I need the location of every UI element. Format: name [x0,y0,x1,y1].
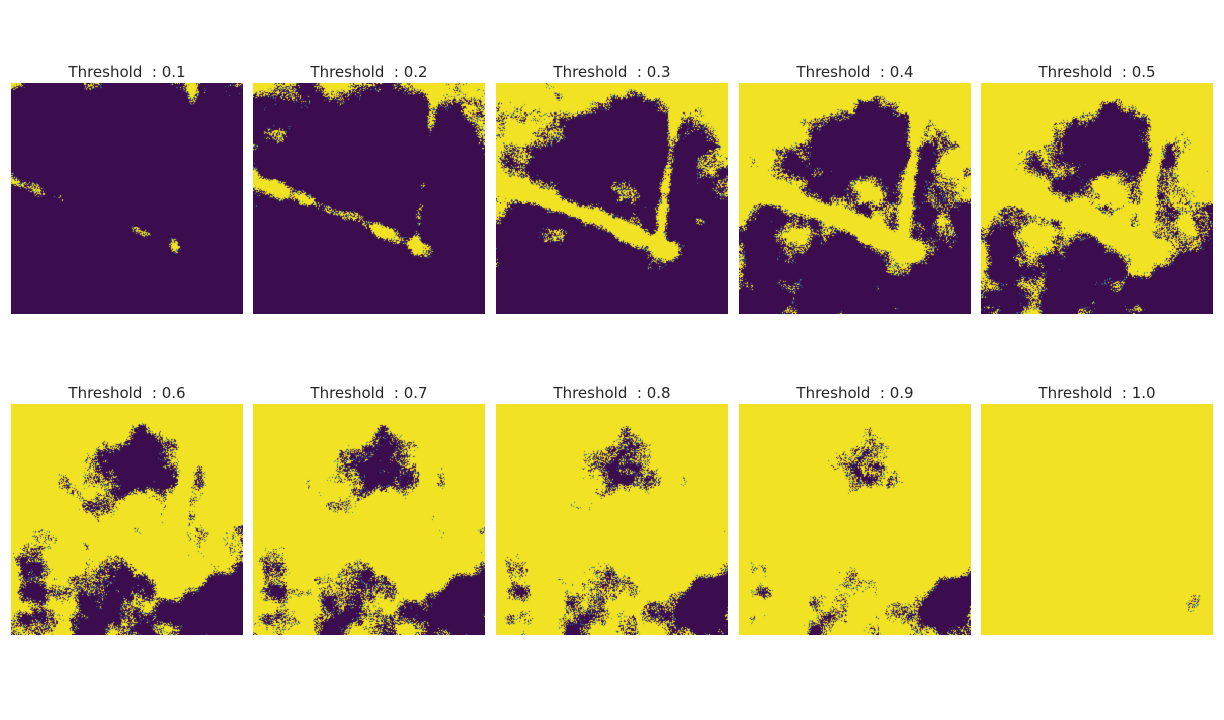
panel-title: Threshold : 0.7 [310,384,428,402]
binary-mask-image [496,83,728,314]
binary-mask-image [739,404,971,635]
binary-mask-image [11,83,243,314]
threshold-panel: Threshold : 0.6 [11,382,243,635]
panel-title: Threshold : 0.2 [310,63,428,81]
panel-title: Threshold : 0.8 [553,384,671,402]
threshold-panel: Threshold : 0.3 [496,61,728,314]
panel-title: Threshold : 0.6 [68,384,186,402]
panel-title: Threshold : 0.9 [796,384,914,402]
binary-mask-image [496,404,728,635]
panel-title: Threshold : 0.5 [1038,63,1156,81]
binary-mask-image [253,83,485,314]
threshold-panel: Threshold : 0.9 [739,382,971,635]
threshold-panel: Threshold : 0.8 [496,382,728,635]
binary-mask-image [739,83,971,314]
threshold-panel: Threshold : 1.0 [981,382,1213,635]
panel-title: Threshold : 0.3 [553,63,671,81]
threshold-panel: Threshold : 0.1 [11,61,243,314]
threshold-panel: Threshold : 0.5 [981,61,1213,314]
threshold-panel: Threshold : 0.2 [253,61,485,314]
binary-mask-image [981,83,1213,314]
binary-mask-image [253,404,485,635]
binary-mask-image [11,404,243,635]
panel-title: Threshold : 0.1 [68,63,186,81]
threshold-panel: Threshold : 0.4 [739,61,971,314]
binary-mask-image [981,404,1213,635]
threshold-panel: Threshold : 0.7 [253,382,485,635]
panel-title: Threshold : 0.4 [796,63,914,81]
panel-title: Threshold : 1.0 [1038,384,1156,402]
